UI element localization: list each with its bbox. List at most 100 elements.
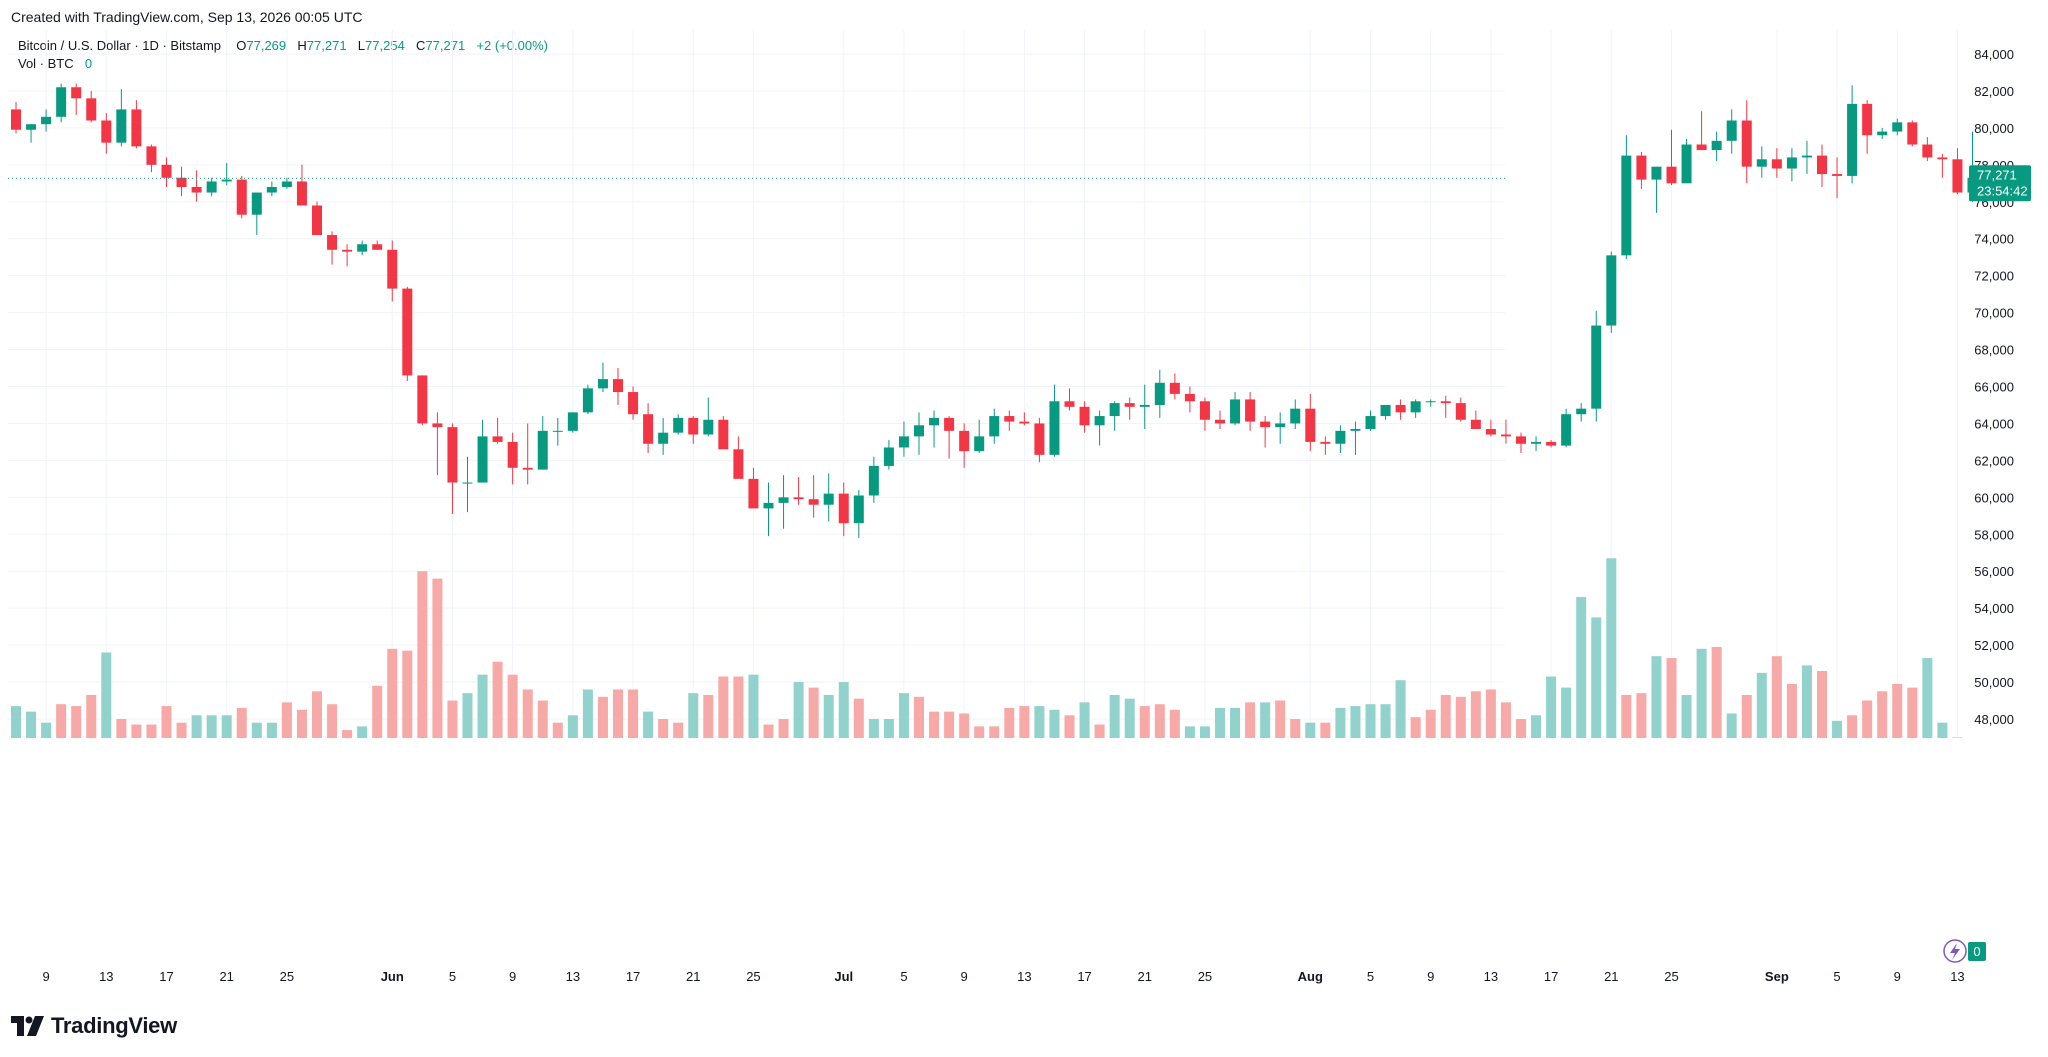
candle-body [1049, 401, 1060, 455]
price-axis-label: 60,000 [1974, 490, 2014, 505]
candle-body [1335, 430, 1346, 444]
time-axis-label: 5 [449, 969, 456, 984]
volume-bar [372, 685, 383, 738]
legend-close-value: 77,271 [425, 38, 466, 53]
candle-body [883, 447, 894, 466]
candle-body [1425, 401, 1436, 403]
volume-bar [1756, 672, 1767, 738]
volume-bar [853, 698, 864, 738]
time-axis[interactable]: 9 13 17 21 25 Jun 5 9 13 17 21 25 Jul 5 9 13 17 21 25 Aug 5 9… [42, 969, 1964, 984]
candle-body [1139, 404, 1150, 407]
volume-bar [1245, 702, 1256, 738]
legend-low-value: 77,254 [365, 38, 405, 53]
volume-bar [101, 652, 112, 738]
volume-bar [643, 711, 654, 738]
price-axis-label: 48,000 [1974, 712, 2014, 727]
created-with-caption: Created with TradingView.com, Sep 13, 20… [11, 9, 363, 25]
candle-body [221, 179, 232, 182]
candle-body [1756, 159, 1767, 167]
candle-body [643, 414, 654, 444]
volume-bar [718, 676, 729, 738]
price-axis[interactable]: 48,000 50,000 52,000 54,000 56,000 58,000 60,0… [1974, 47, 2014, 727]
volume-bar [327, 704, 338, 738]
time-axis-label: 25 [1664, 969, 1678, 984]
volume-bar [477, 674, 488, 738]
volume-bar [266, 722, 277, 738]
candle-body [146, 146, 157, 165]
volume-bar [1470, 691, 1481, 738]
candle-body [1395, 404, 1406, 413]
legend-symbol[interactable]: Bitcoin / U.S. Dollar · 1D · Bitstamp [18, 38, 221, 53]
tradingview-logo[interactable]: TradingView [11, 1013, 177, 1039]
candle-body [432, 423, 443, 428]
candle-body [537, 430, 548, 470]
volume-bar [1139, 706, 1150, 738]
candle-body [944, 417, 955, 431]
volume-bar [357, 726, 368, 738]
volume-bar [176, 722, 187, 738]
volume-bar [41, 722, 52, 738]
candle-body [718, 419, 729, 450]
candle-body [1094, 416, 1105, 426]
volume-bar [1260, 702, 1271, 738]
candle-body [1320, 441, 1331, 444]
volume-bar [1440, 694, 1451, 738]
volume-bar [1576, 597, 1587, 738]
volume-bar [1666, 658, 1677, 738]
volume-bar [1199, 726, 1210, 738]
volume-bar [658, 719, 669, 738]
volume-bar [1094, 724, 1105, 738]
candle-body [251, 192, 262, 215]
price-axis-label: 58,000 [1974, 527, 2014, 542]
volume-bar [1892, 683, 1903, 738]
candle-body [567, 412, 578, 431]
volume-bar [71, 706, 82, 738]
candle-body [1907, 122, 1918, 145]
volume-bar [387, 648, 398, 738]
time-axis-label: Jul [834, 969, 853, 984]
candle-body [1455, 403, 1466, 420]
candle-body [1606, 255, 1617, 326]
candle-body [56, 87, 67, 117]
candle-body [1154, 382, 1165, 405]
time-axis-label: 9 [1894, 969, 1901, 984]
time-axis-label: 9 [1427, 969, 1434, 984]
candle-body [688, 417, 699, 435]
volume-bar [883, 719, 894, 738]
candle-body [793, 497, 804, 500]
volume-bar [1425, 709, 1436, 738]
candle-body [1531, 441, 1542, 444]
volume-bar [432, 578, 443, 738]
candle-body [1124, 403, 1135, 407]
volume-bar [838, 682, 849, 738]
volume-bar [1907, 687, 1918, 738]
candle-body [266, 187, 277, 193]
candle-body [1290, 408, 1301, 424]
time-axis-label: 17 [159, 969, 173, 984]
candle-body [477, 436, 488, 483]
volume-bar [989, 726, 1000, 738]
candle-body [116, 109, 127, 143]
volume-bar [1335, 707, 1346, 738]
volume-bar [1771, 656, 1782, 738]
volume-bar [1741, 694, 1752, 738]
time-axis-label: 9 [42, 969, 49, 984]
volume-bar [944, 711, 955, 738]
volume-bar [1109, 694, 1120, 738]
time-axis-label: 9 [509, 969, 516, 984]
volume-bar [688, 693, 699, 738]
candle-body [357, 244, 368, 252]
candle-body [1516, 436, 1526, 444]
price-axis-label: 68,000 [1974, 343, 2014, 358]
legend-close-label: C [416, 38, 426, 53]
candle-body [402, 288, 413, 376]
candle-body [1365, 416, 1376, 429]
candle-body [281, 181, 292, 187]
time-axis-label: 13 [1950, 969, 1964, 984]
legend-high-label: H [297, 38, 307, 53]
candle-body [1245, 399, 1256, 422]
lightning-icon [1950, 943, 1960, 960]
volume-bar [1591, 617, 1602, 738]
time-axis-label: 17 [1544, 969, 1558, 984]
